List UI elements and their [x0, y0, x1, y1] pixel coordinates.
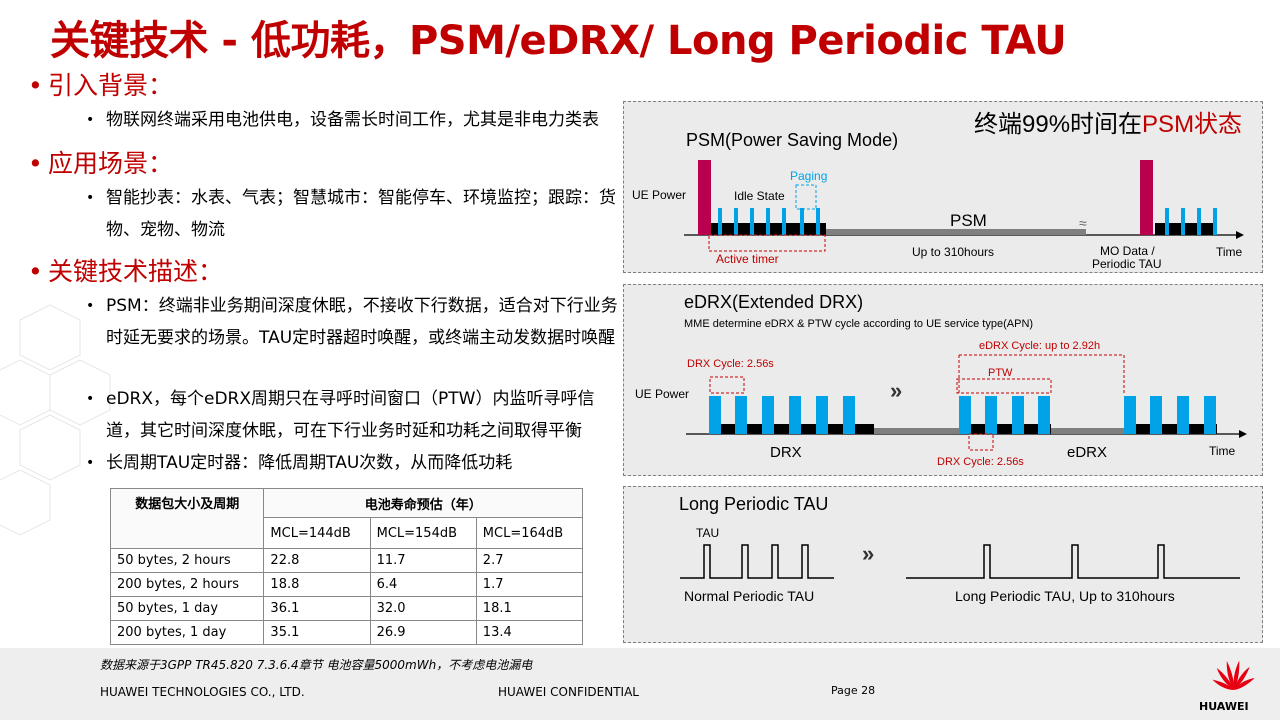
tau-label: TAU: [696, 526, 719, 540]
edrx-label: eDRX: [1067, 444, 1107, 461]
normal-tau-waveform: [680, 544, 834, 579]
footnote: 数据来源于3GPP TR45.820 7.3.6.4章节 电池容量5000mWh…: [100, 658, 533, 672]
tau-diagram: Long Periodic TAU TAU » Normal Periodic …: [679, 494, 1240, 604]
bullet-scenario: • 智能抄表：水表、气表；智慧城市：智能停车、环境监控；跟踪：货物、宠物、物流: [86, 188, 616, 240]
table-cell: 50 bytes, 2 hours: [109, 548, 265, 573]
drx-pulses: [709, 396, 855, 434]
psm-periodic-tau-label: Periodic TAU: [1092, 257, 1162, 271]
footer-company: HUAWEI TECHNOLOGIES CO., LTD.: [100, 685, 305, 699]
long-tau-caption: Long Periodic TAU, Up to 310hours: [955, 588, 1175, 604]
edrx-panel: eDRX(Extended DRX) MME determine eDRX & …: [623, 284, 1263, 476]
table-cell: 36.1: [263, 596, 371, 621]
section-heading-background: • 引入背景：: [28, 71, 174, 100]
table-cell: 22.8: [263, 548, 371, 573]
psm-panel: 终端99%时间在PSM状态 PSM(Power Saving Mode) UE …: [623, 101, 1263, 273]
huawei-logo-text: HUAWEI: [1199, 700, 1249, 713]
table-cell: 2.7: [475, 548, 584, 573]
edrx-diagram: eDRX(Extended DRX) MME determine eDRX & …: [635, 292, 1247, 468]
table-cell: 18.8: [263, 572, 371, 597]
psm-time-label: Time: [1216, 245, 1243, 259]
edrx-subtitle: MME determine eDRX & PTW cycle according…: [684, 318, 1033, 330]
table-cell: 32.0: [369, 596, 477, 621]
table-cell: 18.1: [475, 596, 584, 621]
psm-diagram: 终端99%时间在PSM状态 PSM(Power Saving Mode) UE …: [632, 111, 1244, 271]
bullet-psm: • PSM：终端非业务期间深度休眠，不接收下行数据，适合对下行业务时延无要求的场景…: [86, 296, 618, 348]
footer: [0, 648, 1280, 720]
edrx-drx-cycle-box: [709, 376, 745, 394]
table-cell: 200 bytes, 2 hours: [109, 572, 265, 597]
chevron-right-icon: »: [890, 378, 902, 403]
bullet-edrx: • eDRX，每个eDRX周期只在寻呼时间窗口（PTW）内监听寻呼信道，其它时间深…: [86, 389, 595, 441]
long-tau-waveform: [906, 544, 1240, 579]
table-cell: 200 bytes, 1 day: [109, 620, 265, 645]
edrx-time-label: Time: [1209, 444, 1236, 458]
tau-title: Long Periodic TAU: [679, 494, 828, 514]
edrx-ptw-pulses: [1124, 396, 1216, 434]
table-cell: 1.7: [475, 572, 584, 597]
page-title: 关键技术 - 低功耗，PSM/eDRX/ Long Periodic TAU: [50, 18, 1067, 64]
table-row: 50 bytes, 1 day 36.1 32.0 18.1: [109, 596, 584, 621]
psm-active-timer-label: Active timer: [716, 252, 779, 266]
table-cell: 35.1: [263, 620, 371, 645]
edrx-sleep-bar: [874, 428, 959, 434]
table-row: 200 bytes, 1 day 35.1 26.9 13.4: [109, 620, 584, 645]
psm-paging-label: Paging: [790, 169, 827, 183]
psm-idle-label: Idle State: [734, 189, 785, 203]
psm-power-bar: [698, 160, 711, 235]
psm-axis-arrow: [1236, 231, 1244, 239]
table-subheader: MCL=164dB: [475, 517, 584, 549]
bullet-background: • 物联网终端采用电池供电，设备需长时间工作，尤其是非电力类表: [86, 110, 599, 130]
edrx-title: eDRX(Extended DRX): [684, 292, 863, 312]
table-cell: 13.4: [475, 620, 584, 645]
edrx-ptw-pulses: [959, 396, 1050, 434]
edrx-drx-cycle-bottom-box: [968, 433, 994, 451]
edrx-ptw-block: [1124, 424, 1217, 434]
table-row: 200 bytes, 2 hours 18.8 6.4 1.7: [109, 572, 584, 597]
table-subheader: MCL=154dB: [369, 517, 477, 549]
table-cell: 50 bytes, 1 day: [109, 596, 265, 621]
edrx-drx-cycle-bottom-label: DRX Cycle: 2.56s: [937, 456, 1024, 468]
footer-confidential: HUAWEI CONFIDENTIAL: [498, 685, 639, 699]
normal-tau-caption: Normal Periodic TAU: [684, 588, 814, 604]
section-heading-scenario: • 应用场景：: [28, 149, 174, 178]
psm-ue-power-label: UE Power: [632, 188, 686, 202]
huawei-logo-icon: [1212, 660, 1255, 690]
chevron-right-icon: »: [862, 541, 874, 566]
psm-paging-pulses: [718, 208, 1217, 235]
psm-break-mark: ≈: [1079, 215, 1087, 231]
footer-page-number: Page 28: [831, 684, 876, 697]
table-header-packet: 数据包大小及周期: [109, 488, 265, 549]
table-row: 50 bytes, 2 hours 22.8 11.7 2.7: [109, 548, 584, 573]
psm-active-timer-box: [708, 234, 826, 252]
psm-paging-box: [795, 184, 817, 210]
psm-power-bar: [1140, 160, 1153, 235]
battery-life-table: 数据包大小及周期 电池寿命预估（年） MCL=144dB MCL=154dB M…: [109, 488, 584, 645]
table-cell: 11.7: [369, 548, 477, 573]
edrx-ptw-block: [959, 424, 1051, 434]
edrx-cycle-label: eDRX Cycle: up to 2.92h: [979, 340, 1100, 352]
edrx-sleep-bar: [1051, 428, 1124, 434]
table-cell: 26.9: [369, 620, 477, 645]
table-cell: 6.4: [369, 572, 477, 597]
psm-mo-data-label: MO Data /: [1100, 244, 1155, 258]
hex-pattern-decoration: [0, 304, 111, 536]
psm-callout: 终端99%时间在PSM状态: [974, 111, 1242, 138]
drx-label: DRX: [770, 444, 802, 461]
edrx-ptw-box: [956, 378, 1052, 394]
bullet-tau: • 长周期TAU定时器：降低周期TAU次数，从而降低功耗: [86, 453, 513, 473]
psm-sleep-bar: [826, 229, 1086, 235]
edrx-ue-power-label: UE Power: [635, 387, 689, 401]
edrx-drx-cycle-label: DRX Cycle: 2.56s: [687, 358, 774, 370]
table-header-battery: 电池寿命预估（年）: [263, 488, 583, 518]
table-subheader: MCL=144dB: [263, 517, 371, 549]
psm-duration-label: Up to 310hours: [912, 245, 994, 259]
edrx-axis-arrow: [1239, 430, 1247, 438]
tau-panel: Long Periodic TAU TAU » Normal Periodic …: [623, 486, 1263, 643]
psm-title: PSM(Power Saving Mode): [686, 130, 898, 150]
psm-state-label: PSM: [950, 211, 987, 230]
section-heading-techniques: • 关键技术描述：: [28, 257, 224, 286]
edrx-ptw-label: PTW: [988, 367, 1013, 379]
